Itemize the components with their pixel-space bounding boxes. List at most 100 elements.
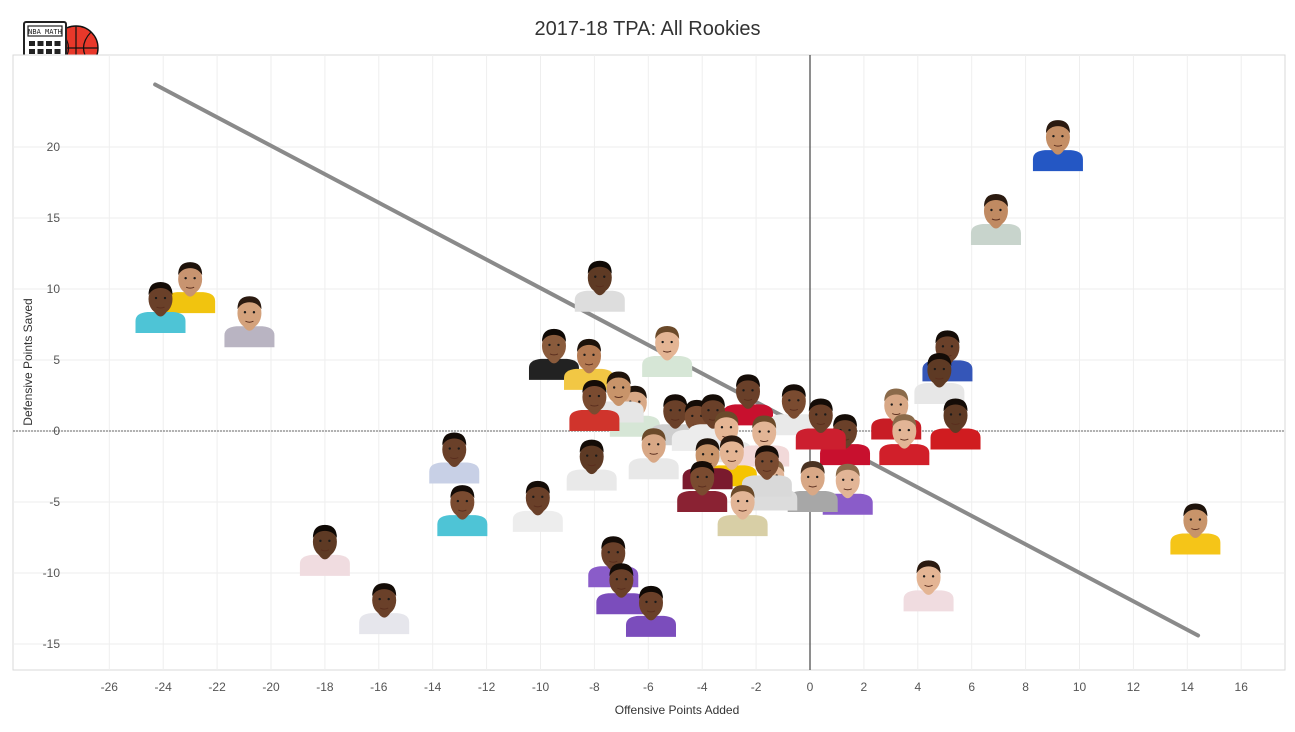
eye	[588, 394, 592, 398]
jersey	[429, 462, 480, 484]
head	[579, 441, 604, 472]
eye	[958, 413, 962, 416]
mouth	[951, 423, 960, 425]
mouth	[587, 464, 596, 467]
eye	[154, 296, 158, 300]
eye	[851, 478, 854, 481]
jersey	[787, 490, 838, 512]
eye	[184, 276, 187, 280]
jersey	[569, 410, 620, 432]
eye	[736, 499, 740, 503]
eye	[465, 499, 469, 503]
hair	[695, 438, 720, 452]
eye	[597, 394, 601, 398]
eye	[907, 428, 911, 432]
eye	[654, 600, 657, 604]
eye	[328, 539, 331, 543]
eye	[457, 447, 460, 450]
hair	[752, 415, 777, 429]
eye	[193, 276, 196, 280]
mouth	[1191, 528, 1200, 531]
head	[450, 487, 475, 518]
head	[582, 382, 607, 413]
jersey	[512, 510, 563, 532]
mouth	[697, 485, 707, 488]
hair	[916, 560, 941, 574]
jersey	[642, 356, 693, 378]
jersey	[135, 312, 186, 334]
eye	[806, 475, 810, 479]
eye	[456, 499, 460, 503]
eye	[541, 495, 544, 499]
hair	[577, 338, 602, 352]
eye	[761, 460, 764, 463]
data-point	[437, 485, 488, 537]
eye	[615, 578, 619, 581]
data-point	[717, 485, 768, 537]
data-point	[787, 460, 838, 512]
eye	[387, 597, 390, 601]
x-tick-label: -14	[424, 680, 442, 694]
x-tick-label: -20	[262, 680, 280, 694]
mouth	[320, 549, 330, 552]
eye	[163, 296, 167, 300]
head	[730, 487, 755, 518]
data-point	[596, 563, 647, 615]
eye	[603, 275, 606, 278]
mouth	[1053, 144, 1063, 147]
jersey	[437, 515, 488, 537]
eye	[758, 430, 761, 433]
x-tick-label: -10	[532, 680, 550, 694]
eye	[645, 600, 648, 604]
eye	[557, 343, 560, 347]
hair	[808, 398, 833, 412]
x-tick-label: -12	[478, 680, 496, 694]
head	[927, 355, 952, 386]
hair	[935, 330, 960, 344]
calculator-key	[29, 41, 35, 46]
hair	[927, 353, 952, 367]
eye	[252, 311, 256, 314]
jersey	[741, 475, 792, 497]
hair	[983, 194, 1008, 207]
eye	[319, 539, 322, 543]
head	[609, 565, 634, 596]
x-tick-label: 0	[807, 680, 814, 694]
eye	[716, 409, 719, 412]
hair	[1183, 503, 1208, 517]
eye	[532, 495, 535, 499]
data-point	[1170, 503, 1221, 555]
eye	[696, 475, 699, 479]
eye	[707, 409, 710, 412]
hair	[663, 394, 688, 408]
mouth	[671, 418, 680, 421]
eye	[770, 460, 773, 463]
y-axis-title: Defensive Points Saved	[21, 298, 35, 425]
calculator-key	[37, 41, 44, 46]
head	[237, 298, 262, 329]
eye	[243, 311, 247, 314]
mouth	[646, 610, 656, 613]
eye	[729, 426, 733, 429]
jersey	[165, 292, 216, 314]
mouth	[816, 423, 826, 425]
head	[641, 430, 666, 461]
data-point	[512, 480, 563, 532]
eye	[669, 409, 672, 412]
mouth	[595, 285, 605, 288]
jersey	[1032, 150, 1083, 172]
eye	[595, 454, 598, 457]
jersey	[566, 469, 617, 491]
jersey	[628, 458, 679, 480]
x-tick-label: 12	[1127, 680, 1141, 694]
mouth	[662, 350, 672, 353]
x-tick-label: -22	[208, 680, 226, 694]
calculator-key	[54, 41, 61, 46]
head	[943, 400, 968, 431]
head	[663, 396, 688, 427]
hair	[1045, 120, 1070, 134]
x-tick-label: -4	[697, 680, 708, 694]
hair	[714, 411, 739, 425]
x-tick-label: -2	[751, 680, 762, 694]
eye	[586, 454, 589, 457]
